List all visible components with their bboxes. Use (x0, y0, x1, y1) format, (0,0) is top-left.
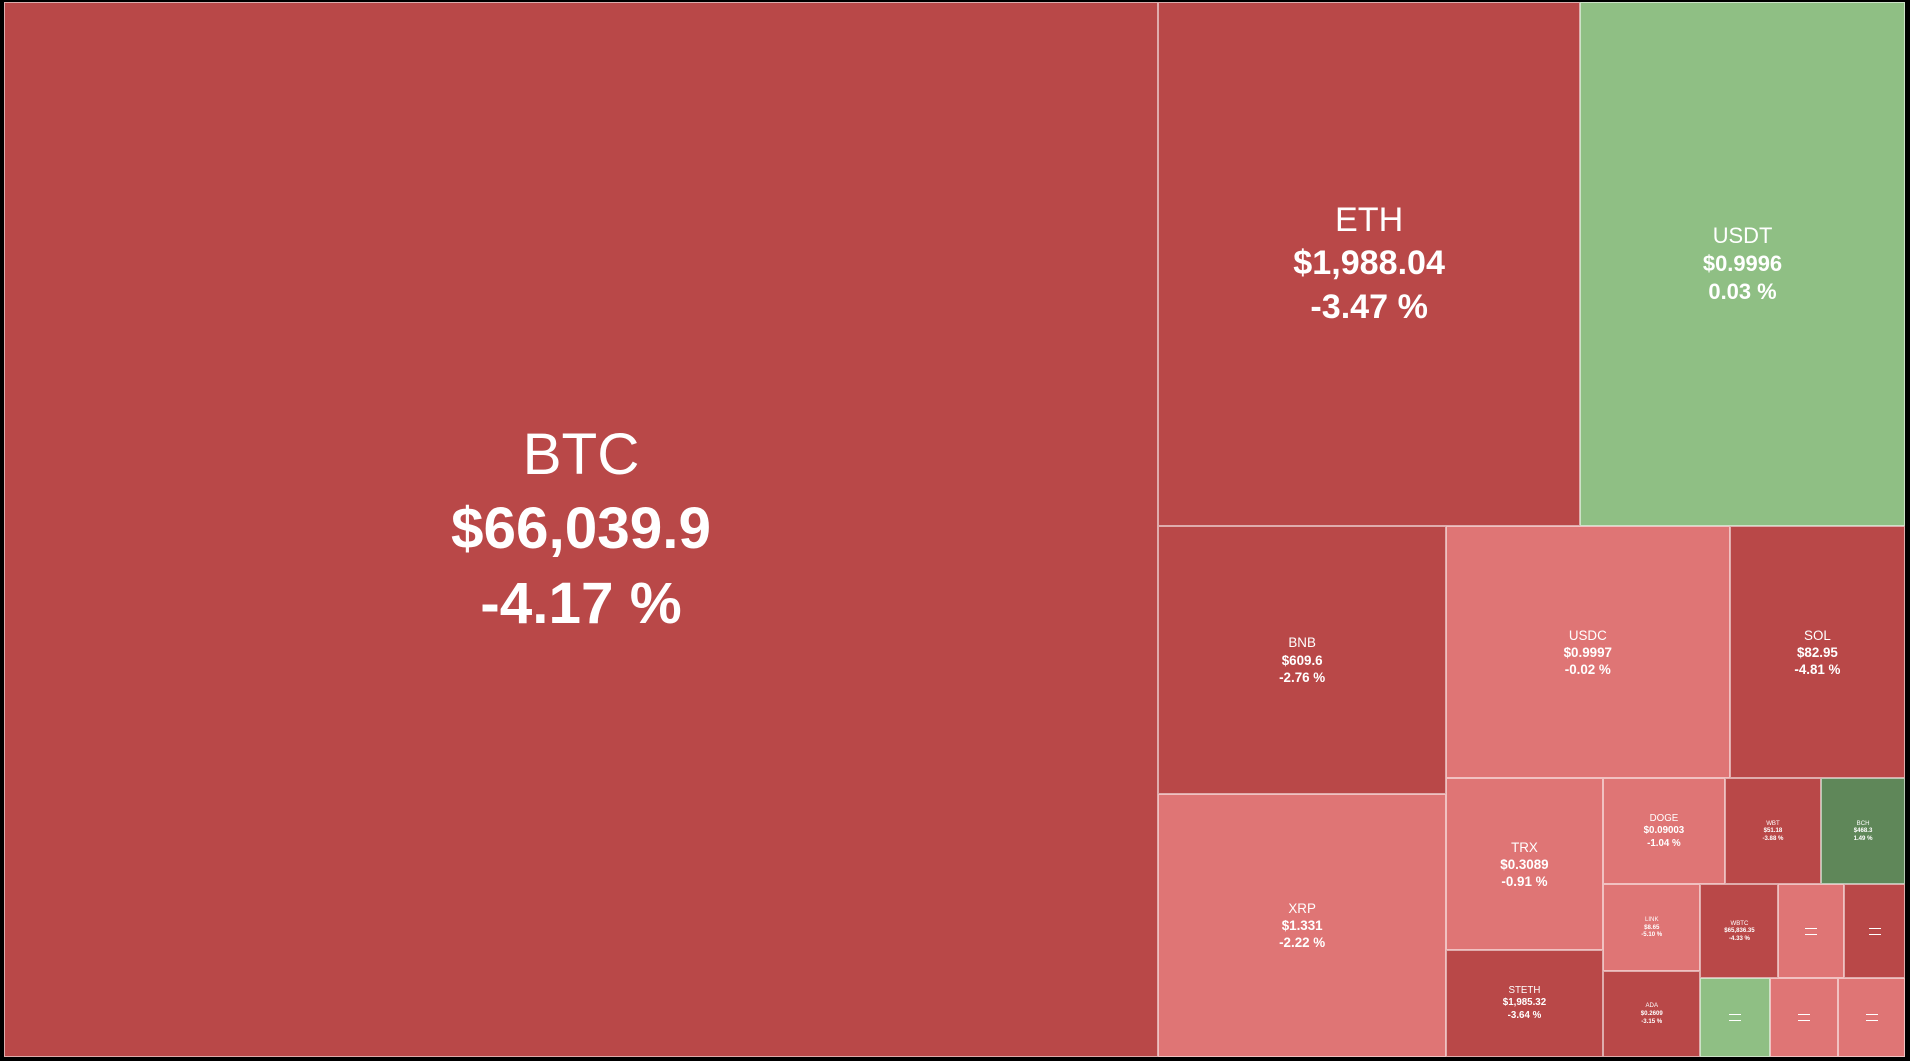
coin-name: ETH (1335, 200, 1404, 239)
coin-name: WBTC (1730, 919, 1749, 927)
coin-change: -4.17 % (480, 571, 682, 637)
tile[interactable]: DOGE $0.09003 -1.04 % (1603, 778, 1725, 885)
coin-change: -0.02 % (1564, 661, 1611, 677)
coin-price: $468.3 (1853, 827, 1873, 835)
coin-price: $1.331 (1281, 918, 1323, 934)
coin-name: SOL (1804, 627, 1831, 643)
tile[interactable]: BTC $66,039.9 -4.17 % (3, 2, 1159, 1058)
coin-name: STETH (1508, 985, 1541, 997)
mini-tile (1838, 978, 1905, 1057)
tile[interactable]: WBT $51.18 -3.88 % (1724, 778, 1822, 885)
coin-price: $82.95 (1796, 644, 1838, 660)
coin-change: 0.03 % (1708, 279, 1777, 305)
coin-change: -4.33 % (1728, 935, 1750, 943)
coin-price: $609.6 (1281, 652, 1323, 668)
tile[interactable]: BCH $468.3 1.49 % (1821, 778, 1906, 885)
coin-change: 1.49 % (1853, 835, 1873, 843)
coin-name: USDC (1568, 627, 1607, 643)
coin-change: -3.88 % (1762, 835, 1784, 843)
coin-name: BNB (1288, 635, 1316, 651)
coin-price: $1,985.32 (1502, 997, 1547, 1009)
coin-price: $0.2609 (1640, 1010, 1663, 1018)
mini-tile (1700, 978, 1770, 1057)
coin-price: $1,988.04 (1293, 244, 1445, 283)
coin-change: -5.10 % (1641, 931, 1663, 939)
tile[interactable]: ADA $0.2609 -3.15 % (1603, 970, 1701, 1058)
tile[interactable]: LINK $8.65 -5.10 % (1603, 884, 1701, 971)
coin-price: $66,039.9 (451, 496, 712, 562)
coin-change: -1.04 % (1647, 837, 1681, 849)
tile[interactable]: ETH $1,988.04 -3.47 % (1158, 2, 1580, 527)
tile[interactable]: TRX $0.3089 -0.91 % (1445, 778, 1604, 951)
tile[interactable]: USDC $0.9997 -0.02 % (1445, 526, 1730, 779)
coin-price: $0.3089 (1500, 856, 1549, 872)
coin-name: TRX (1511, 839, 1538, 855)
mini-tile (1844, 884, 1905, 978)
coin-name: DOGE (1649, 812, 1679, 824)
coin-name: BTC (522, 421, 640, 487)
coin-name: LINK (1644, 915, 1659, 923)
coin-change: -0.91 % (1501, 873, 1548, 889)
tile[interactable]: WBTC $65,836.35 -4.33 % (1700, 884, 1779, 979)
tile[interactable]: XRP $1.331 -2.22 % (1158, 794, 1446, 1058)
coin-change: -3.47 % (1310, 288, 1428, 327)
tile[interactable]: SOL $82.95 -4.81 % (1729, 526, 1906, 779)
coin-name: BCH (1856, 819, 1870, 827)
coin-price: $51.18 (1763, 827, 1783, 835)
coin-name: USDT (1712, 223, 1773, 249)
coin-change: -3.64 % (1507, 1009, 1542, 1021)
coin-price: $65,836.35 (1724, 927, 1755, 935)
tile[interactable]: BNB $609.6 -2.76 % (1158, 526, 1446, 795)
coin-change: -4.81 % (1794, 661, 1841, 677)
coin-change: -2.22 % (1279, 935, 1326, 951)
coin-name: WBT (1766, 819, 1780, 827)
coin-price: $0.9996 (1702, 251, 1783, 277)
coin-price: $8.65 (1644, 923, 1660, 931)
tile[interactable]: STETH $1,985.32 -3.64 % (1445, 950, 1604, 1058)
coin-name: ADA (1645, 1002, 1659, 1010)
coin-change: -2.76 % (1279, 669, 1326, 685)
coin-name: XRP (1288, 901, 1316, 917)
coin-price: $0.9997 (1563, 644, 1612, 660)
tile[interactable]: USDT $0.9996 0.03 % (1579, 2, 1906, 527)
mini-tile (1778, 884, 1844, 978)
coin-price: $0.09003 (1643, 825, 1685, 837)
mini-tile (1770, 978, 1838, 1057)
coin-change: -3.15 % (1641, 1017, 1663, 1025)
